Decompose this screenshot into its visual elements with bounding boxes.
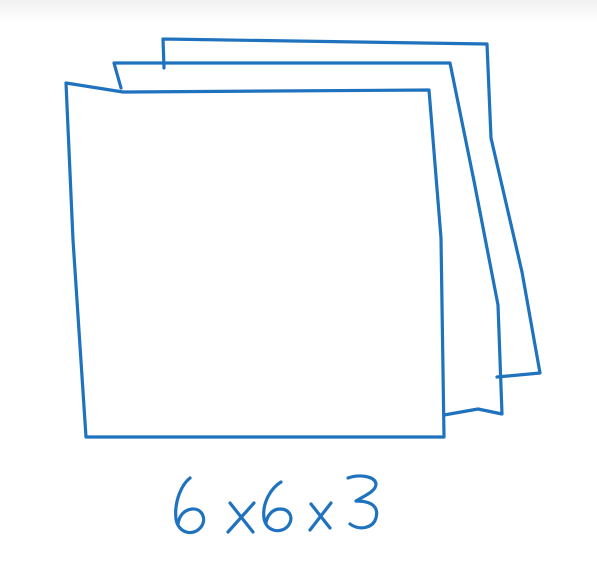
dimension-caption — [174, 474, 379, 535]
digit-six-first — [174, 476, 206, 535]
front-channel-layer — [64, 81, 446, 439]
times-sign-first — [226, 501, 256, 534]
digit-three — [346, 474, 379, 530]
digit-six-second — [262, 480, 293, 533]
middle-channel-layer — [112, 61, 504, 417]
times-sign-second — [308, 501, 333, 532]
